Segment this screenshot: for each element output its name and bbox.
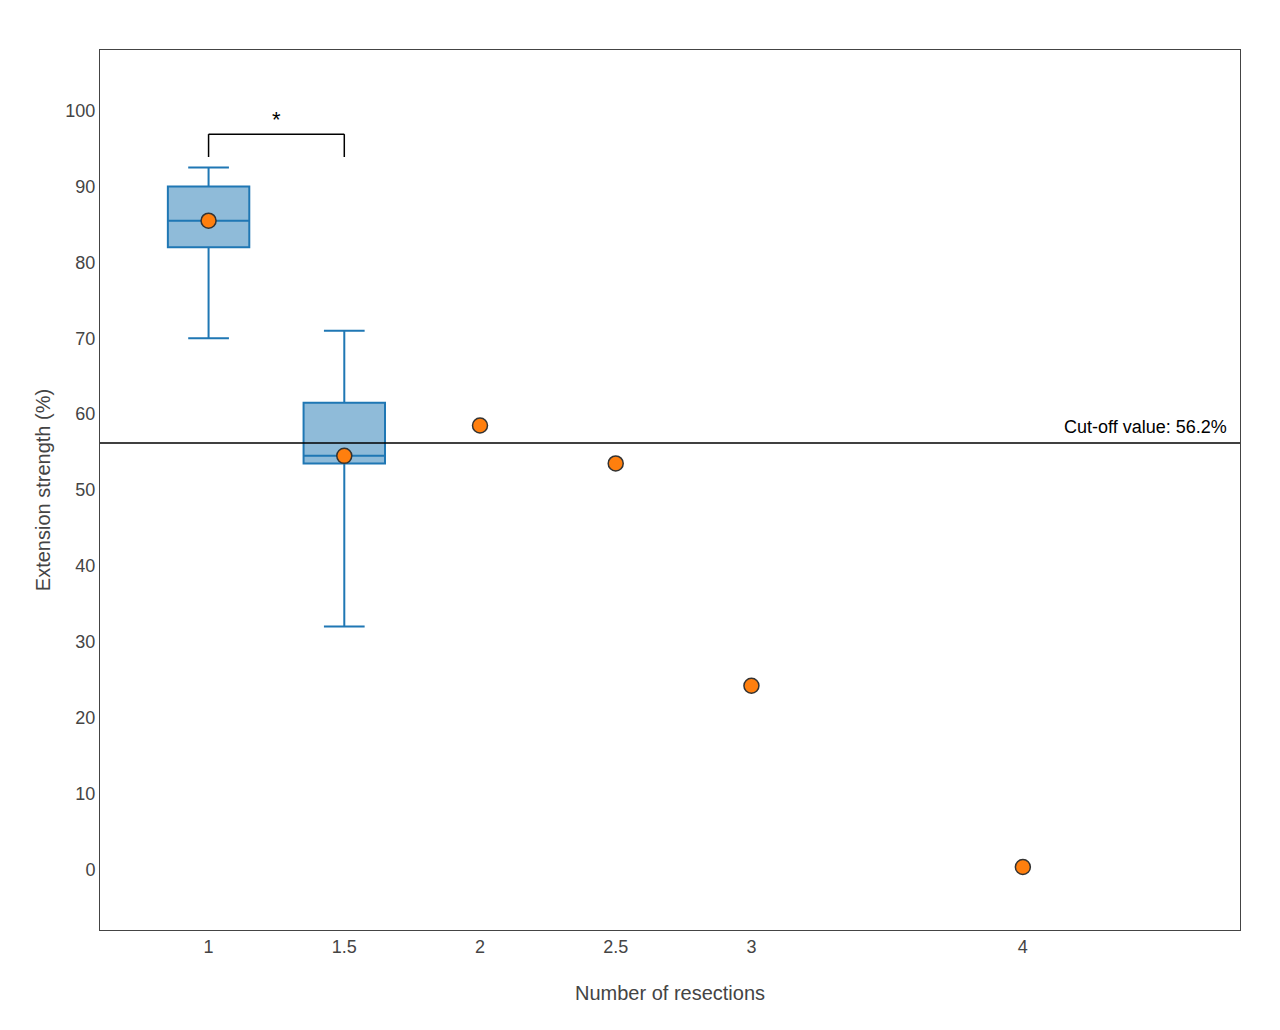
svg-text:1.5: 1.5: [332, 937, 357, 957]
svg-text:1: 1: [204, 937, 214, 957]
svg-text:Cut-off value: 56.2%: Cut-off value: 56.2%: [1064, 417, 1227, 437]
svg-text:60: 60: [75, 404, 95, 424]
svg-text:90: 90: [75, 177, 95, 197]
svg-text:Number of resections: Number of resections: [575, 982, 765, 1004]
svg-text:30: 30: [75, 632, 95, 652]
svg-text:100: 100: [65, 101, 95, 121]
svg-text:20: 20: [75, 708, 95, 728]
svg-text:10: 10: [75, 784, 95, 804]
svg-text:50: 50: [75, 480, 95, 500]
svg-text:4: 4: [1018, 937, 1028, 957]
svg-text:3: 3: [746, 937, 756, 957]
svg-text:40: 40: [75, 556, 95, 576]
svg-text:0: 0: [85, 860, 95, 880]
svg-text:2: 2: [475, 937, 485, 957]
svg-text:Extension strength (%): Extension strength (%): [32, 389, 54, 591]
svg-text:*: *: [272, 107, 281, 132]
svg-text:80: 80: [75, 253, 95, 273]
svg-text:70: 70: [75, 329, 95, 349]
svg-text:2.5: 2.5: [603, 937, 628, 957]
